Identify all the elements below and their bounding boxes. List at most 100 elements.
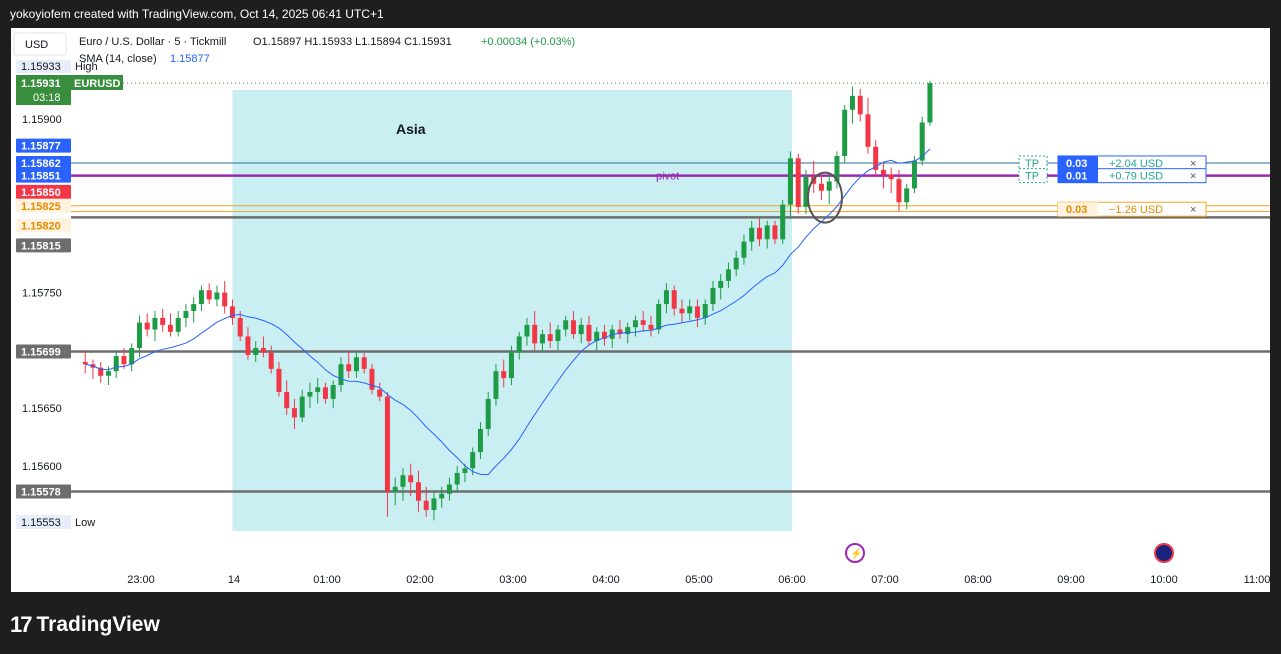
candle-body (586, 324, 592, 342)
candle-body (904, 188, 910, 203)
candle-body (260, 348, 266, 353)
candle-body (214, 292, 220, 300)
candle-body (842, 109, 848, 157)
lightning-event-icon[interactable] (845, 543, 865, 563)
candle-body (873, 146, 879, 170)
candle-body (183, 311, 189, 318)
chart-panel[interactable]: Asia pivot ⚡ 23:00 14 01:00 02:00 03:00 04:00… (11, 28, 1270, 592)
candle-body (338, 364, 344, 386)
sma-badge: 1.15877 (21, 141, 61, 153)
candle-body (539, 334, 545, 344)
sma-legend-label: SMA (14, close) (79, 53, 157, 65)
high-value: 1.15933 (21, 61, 61, 73)
price-chart[interactable]: Asia pivot ⚡ 23:00 14 01:00 02:00 03:00 04:00… (11, 28, 1270, 592)
order-pnl: +0.79 USD (1109, 171, 1163, 183)
candle-body (656, 304, 662, 330)
candle-body (795, 158, 801, 207)
symbol-label: EURUSD (74, 78, 121, 90)
grey-badge-3-bg (16, 484, 71, 499)
grey-badge-2: 1.15699 (21, 346, 61, 358)
x-tick-label: 05:00 (685, 574, 713, 586)
candle-body (524, 324, 530, 337)
pivot-badge: 1.15851 (21, 171, 61, 183)
candle-body (446, 484, 452, 494)
order-qty: 0.01 (1066, 171, 1087, 183)
candle-body (679, 308, 685, 314)
chart-caption: yokoyiofem created with TradingView.com,… (10, 7, 384, 21)
x-tick-label: 23:00 (127, 574, 155, 586)
candle-body (191, 304, 197, 312)
order-pnl: −1.26 USD (1109, 204, 1163, 216)
candle-body (749, 227, 755, 242)
candle-body (291, 408, 297, 418)
candle-body (508, 352, 514, 379)
candle-body (865, 114, 871, 147)
candle-body (121, 356, 127, 365)
candle-body (439, 493, 445, 499)
candle-body (415, 482, 421, 501)
order-tag: TP (1025, 158, 1039, 170)
candle-body (725, 269, 731, 281)
x-tick-label: 07:00 (871, 574, 899, 586)
calendar-event-icon[interactable] (1154, 543, 1174, 563)
order-tag-bg (1018, 168, 1048, 184)
candle-body (98, 367, 104, 376)
symbol-line: Euro / U.S. Dollar · 5 · Tickmill (79, 36, 226, 48)
candle-body (896, 179, 902, 203)
candle-body (82, 361, 88, 365)
order-tag: TP (1025, 171, 1039, 183)
x-tick-label: 02:00 (406, 574, 434, 586)
high-badge-bg (16, 60, 71, 73)
candle-body (307, 391, 313, 397)
candle-body (485, 398, 491, 429)
candle-body (160, 317, 166, 325)
x-tick-label: 03:00 (499, 574, 527, 586)
countdown: 03:18 (33, 92, 61, 104)
candle-body (578, 324, 584, 335)
tp-badge: 1.15862 (21, 158, 61, 170)
candle-body (687, 306, 693, 314)
candle-body (601, 331, 607, 339)
candle-body (462, 468, 468, 473)
candle-body (284, 391, 290, 409)
candle-body (694, 306, 700, 318)
candle-body (547, 334, 553, 342)
tradingview-logo-icon: 17 (10, 612, 33, 637)
close-icon: × (1190, 171, 1196, 183)
highlight-circle (807, 171, 843, 224)
candle-body (253, 348, 259, 355)
ohlc-values: O1.15897 H1.15933 L1.15894 C1.15931 (253, 36, 452, 48)
x-tick-label: 09:00 (1057, 574, 1085, 586)
candle-body (594, 331, 600, 342)
candle-body (787, 158, 793, 205)
lightning-glyph: ⚡ (850, 547, 862, 560)
candle-body (477, 428, 483, 453)
candle-body (834, 156, 840, 182)
orange-badge-1: 1.15825 (21, 201, 61, 213)
candle-body (888, 174, 894, 180)
candle-body (152, 317, 158, 330)
candle-body (175, 317, 181, 332)
candle-body (315, 387, 321, 392)
candle-body (927, 83, 933, 123)
order-qty-bg (1058, 202, 1098, 217)
candle-body (268, 352, 274, 369)
order-qty-bg (1058, 168, 1098, 183)
candle-body (377, 389, 383, 397)
y-tick-label: 1.15600 (22, 461, 62, 473)
candle-body (501, 371, 507, 379)
candle-body (129, 348, 135, 365)
current-badge-bg (16, 75, 71, 105)
candle-body (222, 292, 228, 307)
order-qty: 0.03 (1066, 158, 1087, 170)
candle-body (470, 452, 476, 469)
candle-body (919, 122, 925, 161)
candle-body (710, 287, 716, 305)
x-tick-label: 10:00 (1150, 574, 1178, 586)
candle-body (756, 227, 762, 240)
currency-button[interactable] (13, 32, 67, 56)
candle-body (198, 290, 204, 305)
candle-body (570, 320, 576, 335)
change-value: +0.00034 (+0.03%) (481, 36, 575, 48)
candle-body (276, 368, 282, 392)
